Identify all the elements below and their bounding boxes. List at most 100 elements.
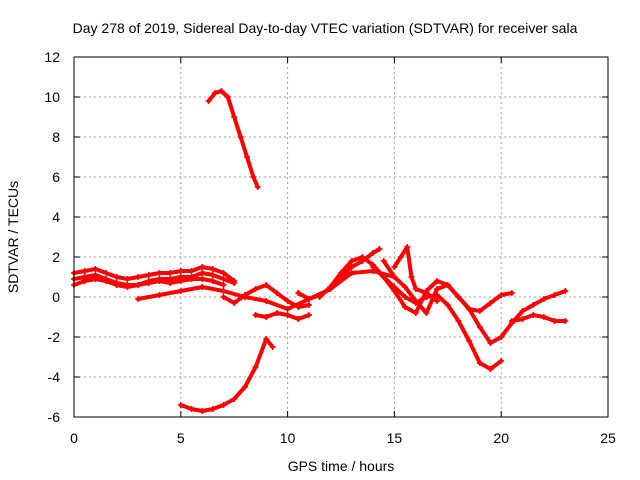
data-point-marker: [220, 282, 227, 288]
series-arc-7: [205, 88, 261, 190]
x-tick-label: 5: [177, 430, 185, 446]
data-point-marker: [237, 134, 244, 140]
data-point-marker: [263, 282, 270, 288]
x-axis-label: GPS time / hours: [288, 458, 395, 474]
data-point-marker: [402, 294, 409, 300]
y-tick-label: 4: [52, 209, 60, 225]
data-point-marker: [284, 306, 291, 312]
data-point-marker: [252, 286, 259, 292]
data-point-marker: [305, 296, 312, 302]
data-point-marker: [199, 284, 206, 290]
data-point-marker: [348, 264, 355, 270]
data-point-marker: [156, 278, 163, 284]
data-point-marker: [231, 396, 238, 402]
data-point-marker: [167, 280, 174, 286]
data-point-marker: [81, 268, 88, 274]
data-point-marker: [444, 282, 451, 288]
data-point-marker: [404, 244, 411, 250]
data-point-marker: [295, 316, 302, 322]
data-point-marker: [498, 358, 505, 364]
data-point-marker: [391, 284, 398, 290]
series-arc-5: [220, 282, 312, 310]
data-point-marker: [135, 296, 142, 302]
data-point-marker: [145, 272, 152, 278]
data-point-marker: [519, 308, 526, 314]
y-tick-label: -4: [48, 369, 61, 385]
data-point-marker: [348, 258, 355, 264]
data-point-marker: [103, 276, 110, 282]
data-point-marker: [408, 274, 415, 280]
data-point-marker: [487, 340, 494, 346]
x-tick-label: 0: [70, 430, 78, 446]
series-arc-6: [252, 310, 312, 322]
data-point-marker: [508, 290, 515, 296]
y-tick-label: 2: [52, 249, 60, 265]
series-line: [253, 311, 311, 321]
data-point-marker: [92, 272, 99, 278]
data-point-marker: [209, 272, 216, 278]
data-point-marker: [455, 318, 462, 324]
data-series: [71, 88, 569, 414]
data-point-marker: [284, 298, 291, 304]
data-point-marker: [263, 298, 270, 304]
data-point-marker: [113, 280, 120, 286]
data-point-marker: [284, 312, 291, 318]
y-axis-label: SDTVAR / TECUs: [5, 181, 21, 293]
data-point-marker: [412, 286, 419, 292]
data-point-marker: [295, 304, 302, 310]
data-point-marker: [188, 276, 195, 282]
data-point-marker: [188, 268, 195, 274]
data-point-marker: [487, 300, 494, 306]
x-tick-label: 10: [280, 430, 296, 446]
data-point-marker: [241, 292, 248, 298]
series-line: [178, 337, 275, 413]
data-point-marker: [231, 300, 238, 306]
data-point-marker: [397, 254, 404, 260]
data-point-marker: [263, 314, 270, 320]
data-point-marker: [498, 334, 505, 340]
data-point-marker: [348, 270, 355, 276]
data-point-marker: [370, 250, 377, 256]
data-point-marker: [199, 264, 206, 270]
data-point-marker: [391, 274, 398, 280]
data-point-marker: [113, 274, 120, 280]
data-point-marker: [241, 384, 248, 390]
series-arc-12: [380, 258, 569, 346]
data-point-marker: [199, 270, 206, 276]
data-point-marker: [551, 292, 558, 298]
data-point-marker: [402, 284, 409, 290]
y-tick-label: -2: [48, 329, 61, 345]
data-point-marker: [412, 310, 419, 316]
data-point-marker: [466, 338, 473, 344]
data-point-marker: [562, 288, 569, 294]
data-point-marker: [402, 304, 409, 310]
data-point-marker: [476, 324, 483, 330]
data-point-marker: [391, 264, 398, 270]
data-point-marker: [199, 408, 206, 414]
data-point-marker: [498, 292, 505, 298]
data-point-marker: [540, 314, 547, 320]
data-point-marker: [209, 266, 216, 272]
data-point-marker: [327, 284, 334, 290]
data-point-marker: [135, 282, 142, 288]
y-tick-label: 12: [44, 49, 60, 65]
data-point-marker: [412, 298, 419, 304]
data-point-marker: [103, 270, 110, 276]
data-point-marker: [359, 254, 366, 260]
data-point-marker: [305, 302, 312, 308]
data-point-marker: [177, 288, 184, 294]
data-point-marker: [380, 258, 387, 264]
data-point-marker: [487, 366, 494, 372]
data-point-marker: [220, 288, 227, 294]
data-point-marker: [252, 312, 259, 318]
data-point-marker: [205, 98, 212, 104]
data-point-marker: [244, 154, 251, 160]
data-point-marker: [562, 318, 569, 324]
data-point-marker: [530, 312, 537, 318]
data-point-marker: [92, 266, 99, 272]
series-line: [72, 265, 237, 283]
data-point-marker: [476, 308, 483, 314]
data-point-marker: [476, 360, 483, 366]
data-point-marker: [250, 174, 257, 180]
